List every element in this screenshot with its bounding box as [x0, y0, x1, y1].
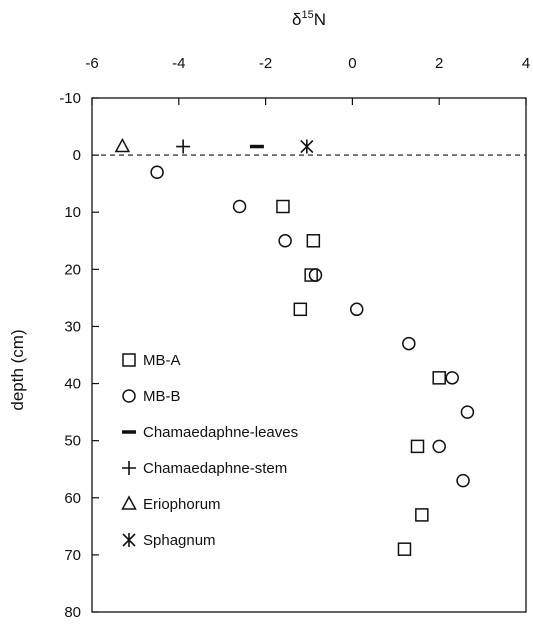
legend-label-eriophorum: Eriophorum: [143, 496, 221, 513]
data-point-mb-b: [460, 405, 475, 419]
x-axis-title-sup: 15: [301, 9, 313, 21]
x-tick-label: -2: [259, 55, 272, 72]
legend-label-mb-b: MB-B: [143, 388, 181, 405]
data-point-mb-b: [232, 199, 247, 214]
data-point-mb-a: [304, 268, 318, 282]
x-tick-label: 0: [348, 55, 356, 72]
y-tick-label: 20: [64, 261, 81, 278]
legend-marker-sphagnum: [122, 533, 136, 547]
tick-labels: -6 -4 -2 0 2 4 -10 0 10 20 30 40 50 60 70 80: [59, 55, 530, 621]
data-point-mb-a: [306, 234, 321, 248]
plot-frame: [91, 97, 527, 613]
axes: [91, 97, 527, 613]
y-tick-label: -10: [59, 90, 81, 107]
y-tick-label: 40: [64, 376, 81, 393]
y-tick-label: 10: [64, 204, 81, 221]
data-point-mb-b: [456, 473, 470, 488]
legend-marker-mb-a: [122, 353, 136, 367]
data-point-chamaedaphne-stem: [176, 139, 191, 154]
data-point-mb-a: [293, 302, 308, 317]
data-point-eriophorum: [114, 137, 131, 153]
data-point-mb-b: [308, 268, 323, 282]
y-tick-label: 50: [64, 433, 81, 450]
x-tick-label: -4: [172, 55, 185, 72]
legend-marker-mb-b: [122, 389, 136, 403]
data-point-mb-a: [410, 439, 425, 454]
x-tick-label: 2: [435, 55, 443, 72]
y-tick-label: 30: [64, 318, 81, 335]
data-point-mb-a: [432, 371, 446, 385]
x-axis-title-main: δ: [292, 10, 301, 29]
data-point-sphagnum: [300, 139, 314, 154]
data-point-mb-b: [432, 439, 446, 454]
data-point-mb-a: [415, 508, 429, 522]
data-point-mb-b: [278, 234, 292, 248]
data-point-mb-b: [349, 302, 364, 317]
legend-label-mb-a: MB-A: [143, 352, 181, 369]
data-point-mb-b: [150, 165, 164, 179]
axis-titles: δ15N depth (cm): [8, 9, 326, 411]
y-tick-label: 80: [64, 604, 81, 621]
x-tick-label: -6: [85, 55, 98, 72]
legend-label-chamaedaphne-leaves: Chamaedaphne-leaves: [143, 424, 298, 441]
legend-label-chamaedaphne-stem: Chamaedaphne-stem: [143, 460, 287, 477]
legend: MB-A MB-B Chamaedaphne-leaves Chamaedaphne-…: [121, 352, 298, 549]
data-point-mb-b: [402, 336, 416, 351]
y-axis-title: depth (cm): [8, 329, 27, 410]
data-point-mb-a: [276, 199, 290, 214]
legend-label-sphagnum: Sphagnum: [143, 532, 216, 549]
data-points: [114, 137, 475, 556]
data-point-mb-a: [397, 542, 412, 556]
legend-marker-eriophorum: [121, 495, 137, 510]
legend-marker-chamaedaphne-stem: [122, 461, 136, 475]
x-axis-title-tail: N: [314, 10, 326, 29]
y-tick-label: 0: [73, 147, 81, 164]
x-tick-label: 4: [522, 55, 530, 72]
data-point-mb-b: [445, 371, 459, 385]
y-tick-label: 70: [64, 547, 81, 564]
x-axis-title: δ15N: [292, 9, 326, 29]
y-tick-label: 60: [64, 490, 81, 507]
